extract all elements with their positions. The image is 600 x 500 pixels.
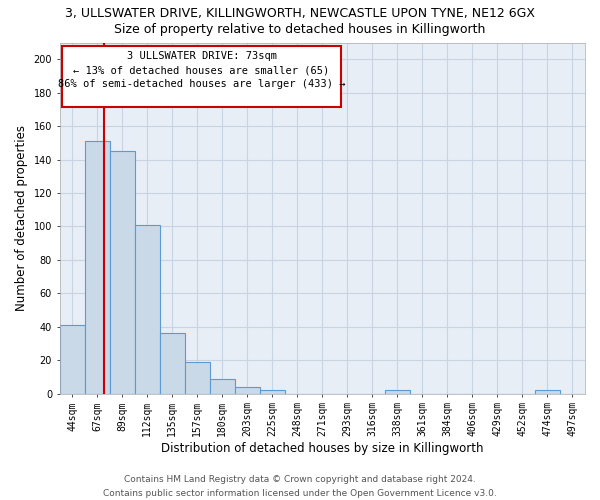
Text: ← 13% of detached houses are smaller (65): ← 13% of detached houses are smaller (65… [73,66,329,76]
Text: Contains HM Land Registry data © Crown copyright and database right 2024.
Contai: Contains HM Land Registry data © Crown c… [103,476,497,498]
Text: 3 ULLSWATER DRIVE: 73sqm: 3 ULLSWATER DRIVE: 73sqm [127,52,277,62]
Bar [185,362,210,394]
Bar [110,151,135,394]
Bar [235,387,260,394]
Bar [210,378,235,394]
Bar [160,334,185,394]
Text: 3, ULLSWATER DRIVE, KILLINGWORTH, NEWCASTLE UPON TYNE, NE12 6GX: 3, ULLSWATER DRIVE, KILLINGWORTH, NEWCAS… [65,8,535,20]
Bar [385,390,410,394]
Bar [85,141,110,394]
FancyBboxPatch shape [62,46,341,108]
Bar [59,325,85,394]
Bar [535,390,560,394]
Text: 86% of semi-detached houses are larger (433) →: 86% of semi-detached houses are larger (… [58,80,345,90]
Y-axis label: Number of detached properties: Number of detached properties [15,125,28,311]
X-axis label: Distribution of detached houses by size in Killingworth: Distribution of detached houses by size … [161,442,484,455]
Bar [135,224,160,394]
Text: Size of property relative to detached houses in Killingworth: Size of property relative to detached ho… [115,22,485,36]
Bar [260,390,285,394]
